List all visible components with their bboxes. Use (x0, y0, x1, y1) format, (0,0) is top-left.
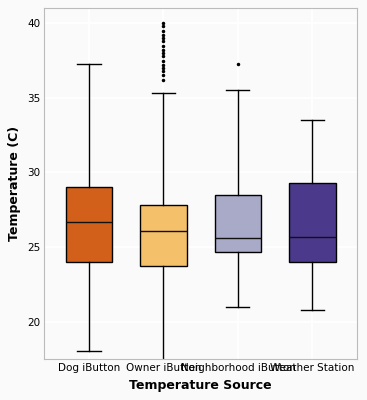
PathPatch shape (289, 183, 335, 262)
PathPatch shape (66, 187, 112, 262)
X-axis label: Temperature Source: Temperature Source (130, 379, 272, 392)
PathPatch shape (141, 205, 186, 266)
PathPatch shape (215, 195, 261, 252)
Y-axis label: Temperature (C): Temperature (C) (8, 126, 21, 241)
